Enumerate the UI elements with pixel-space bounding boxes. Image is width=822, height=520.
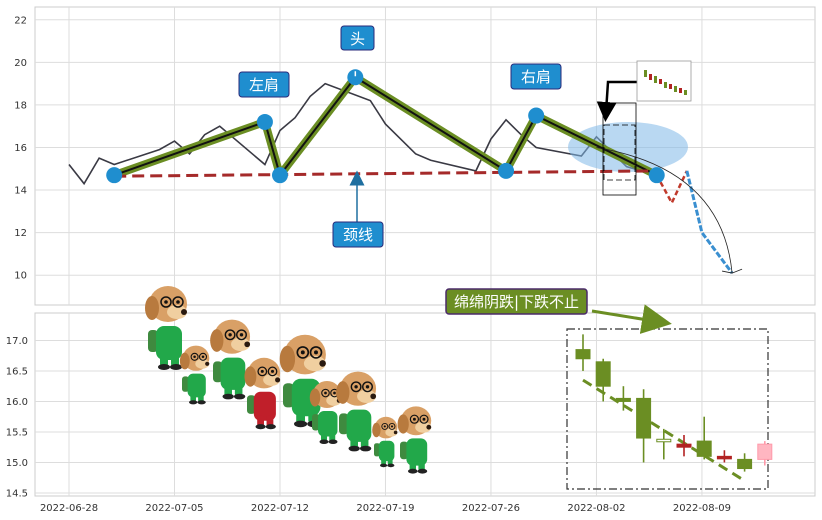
falling-arrow [591,304,672,334]
candle-body [757,443,773,460]
candle-body [636,397,652,439]
svg-text:头: 头 [350,30,365,48]
dog-figure [336,371,377,452]
top-y-tick-label: 16 [14,143,27,154]
label-head: 头 [340,25,375,51]
svg-text:右肩: 右肩 [521,68,551,86]
top-y-tick-label: 10 [14,271,27,282]
label-right-shoulder: 右肩 [510,63,562,90]
pattern-marker [498,162,515,179]
thumbnail-candle [649,74,652,80]
dog-figure [179,345,210,405]
top-plot-area [34,6,816,306]
candle-body [676,443,692,448]
bottom-panel: 14.515.015.516.016.517.0 2022-06-28 2022-… [6,286,816,514]
candle-body [615,397,631,402]
pattern-marker [256,113,273,130]
zoom-box-outer [602,102,637,196]
pattern-marker [528,107,545,124]
x-tick-labels: 2022-06-28 2022-07-05 2022-07-12 2022-07-19… [40,503,731,514]
top-y-tick-label: 18 [14,100,27,111]
projection-arc [596,147,743,274]
svg-text:绵绵阴跌|下跌不止: 绵绵阴跌|下跌不止 [454,293,579,311]
thumbnail-candle [669,84,672,89]
thumbnail-image [636,60,692,102]
candle-body [696,440,712,457]
top-y-tick-label: 20 [14,58,27,69]
bottom-y-tick-label: 16.5 [6,366,28,377]
thumbnail-candle [654,76,657,83]
pattern-marker [271,167,288,184]
candle-body [656,438,672,443]
pattern-marker [347,69,364,86]
candle-body [595,361,611,387]
top-y-tick-labels: 10 12 14 16 18 20 22 [14,15,27,281]
bottom-y-tick-label: 15.0 [6,458,28,469]
thumbnail-candle [679,88,682,93]
top-y-tick-label: 12 [14,228,27,239]
bottom-y-tick-label: 14.5 [6,488,28,499]
bottom-y-tick-labels: 14.5 15.0 15.5 16.0 16.5 17.0 [6,336,28,500]
dog-figure [244,357,281,430]
dog-figure [279,334,326,428]
price-line [68,82,642,186]
thumbnail-candle [674,86,677,92]
label-left-shoulder: 左肩 [238,71,290,98]
dog-figure [372,416,398,468]
x-tick-label: 2022-08-02 [567,503,625,514]
zoom-box-inner [603,124,636,181]
top-panel: 10 12 14 16 18 20 22 头 左肩 右肩 [14,6,816,306]
x-tick-label: 2022-07-05 [145,503,203,514]
zoom-pointer-arrow [596,80,638,122]
bottom-y-tick-label: 16.0 [6,397,28,408]
thumbnail-candle [684,90,687,95]
label-falling: 绵绵阴跌|下跌不止 [445,288,588,315]
candles [575,334,773,472]
thumbnail-candle [644,70,647,77]
svg-text:颈线: 颈线 [343,226,373,244]
top-y-tick-label: 22 [14,15,27,26]
dog-figure [145,286,187,370]
bottom-y-tick-label: 17.0 [6,336,28,347]
top-y-tick-label: 14 [14,186,27,197]
x-tick-label: 2022-06-28 [40,503,98,514]
label-neckline: 颈线 [332,221,384,248]
highlight-ellipse [568,122,688,172]
projection-dip [655,170,689,206]
dog-figure [210,319,251,400]
dog-figure [397,406,432,474]
x-tick-label: 2022-07-12 [251,503,309,514]
dog-illustration-group [145,286,432,474]
svg-text:左肩: 左肩 [249,76,279,94]
pattern-marker [648,167,665,184]
x-tick-label: 2022-07-26 [462,503,520,514]
candle-body [575,349,591,360]
projection-fall [685,170,734,274]
x-tick-label: 2022-08-09 [673,503,731,514]
thumbnail-candle [664,82,667,88]
candle-body [716,455,732,460]
pattern-marker [106,167,123,184]
pattern-markers [106,69,665,184]
bottom-y-tick-label: 15.5 [6,427,28,438]
candle-body [737,458,753,470]
thumbnail-candle [659,79,662,84]
neckline [114,169,657,178]
x-tick-label: 2022-07-19 [356,503,414,514]
